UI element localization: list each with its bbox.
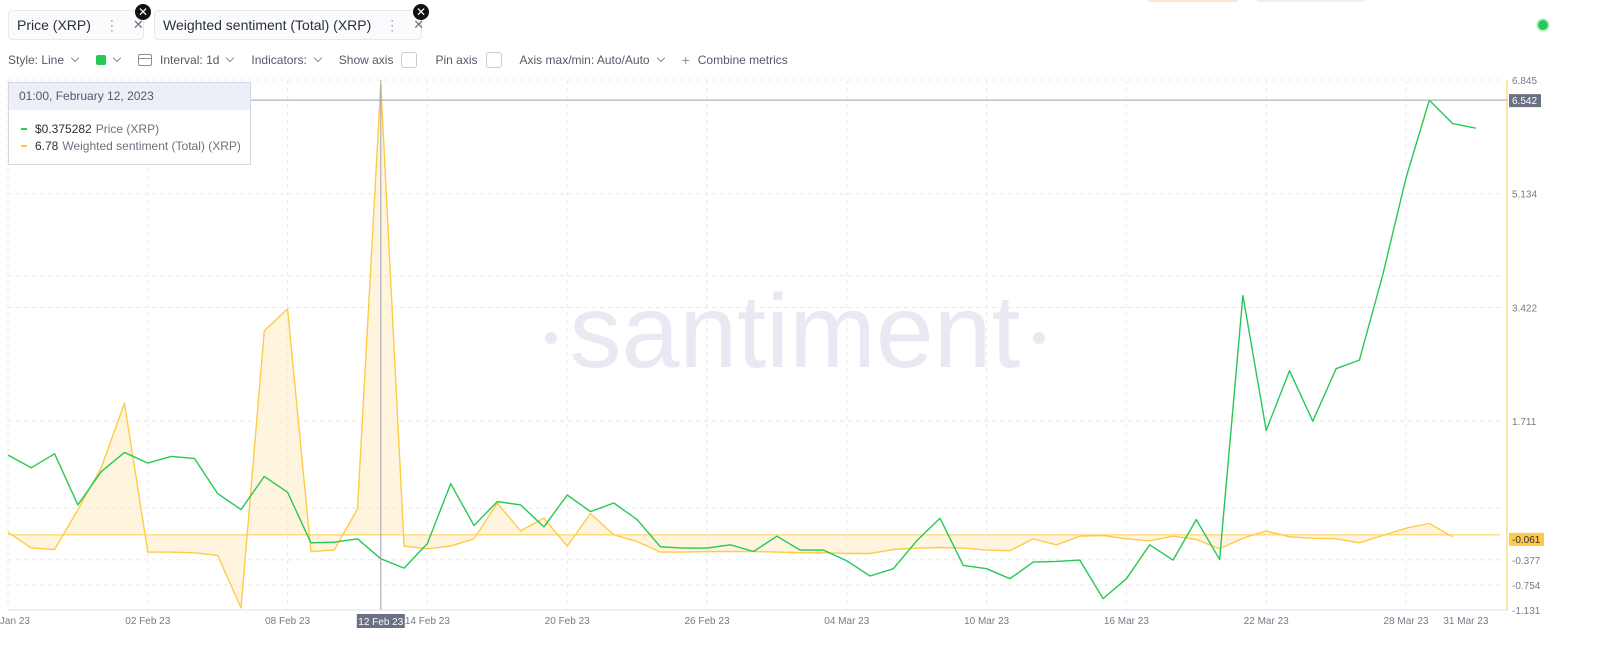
pin-axis-checkbox[interactable] xyxy=(485,52,502,68)
watermark: santiment xyxy=(570,274,1021,390)
more-options-icon[interactable]: ⋮ xyxy=(104,16,119,33)
color-picker[interactable] xyxy=(96,53,122,65)
metric-tab-label: Price (XRP) xyxy=(17,17,91,33)
tooltip-label: Weighted sentiment (Total) (XRP) xyxy=(62,138,241,153)
live-status-dot xyxy=(1538,20,1548,30)
x-tick-label: 31 Mar 23 xyxy=(1443,616,1488,627)
x-tick-label: 28 Mar 23 xyxy=(1383,616,1428,627)
chart-grid xyxy=(7,79,1500,611)
metric-tab-sentiment[interactable]: Weighted sentiment (Total) (XRP) ⋮ ✕ xyxy=(154,10,425,40)
remove-metric-icon[interactable]: ✕ xyxy=(132,17,144,32)
tooltip-date: 01:00, February 12, 2023 xyxy=(9,83,250,110)
crosshair: 12 Feb 23 6.542 xyxy=(8,80,1541,628)
close-icon[interactable]: ✕ xyxy=(135,4,151,20)
x-tick-label: 02 Feb 23 xyxy=(125,616,170,627)
crosshair-date-badge xyxy=(356,614,405,628)
x-tick-label: 20 Feb 23 xyxy=(545,616,590,627)
watermark-dot xyxy=(1033,332,1045,344)
tooltip-label: Price (XRP) xyxy=(95,121,160,136)
tooltip-row-sentiment: 6.78 Weighted sentiment (Total) (XRP) xyxy=(9,137,250,154)
indicators-dropdown[interactable]: Indicators: xyxy=(251,53,323,67)
color-swatch xyxy=(96,55,107,65)
metric-tab-label: Weighted sentiment (Total) (XRP) xyxy=(163,17,372,33)
combine-metrics-button[interactable]: + Combine metrics xyxy=(682,52,788,68)
axis-maxmin-dropdown[interactable]: Axis max/min: Auto/Auto xyxy=(519,53,665,67)
remove-metric-icon[interactable]: ✕ xyxy=(413,17,425,32)
y-tick-label: -1.131 xyxy=(1512,606,1541,617)
show-axis-label: Show axis xyxy=(338,53,394,67)
y-tick-label: -0.754 xyxy=(1512,581,1541,592)
last-value-badge xyxy=(1509,532,1544,546)
y-tick-label: 5.134 xyxy=(1512,190,1537,201)
show-axis-toggle[interactable]: Show axis xyxy=(339,52,418,68)
interval-dropdown[interactable]: Interval: 1d xyxy=(138,53,235,67)
top-ghost-orange xyxy=(1147,0,1239,2)
x-tick-label: 27 Jan 23 xyxy=(0,616,30,627)
series-swatch xyxy=(21,127,27,130)
calendar-icon xyxy=(138,54,153,66)
x-tick-label: 14 Feb 23 xyxy=(405,616,450,627)
pin-axis-label: Pin axis xyxy=(435,53,478,67)
x-tick-label: 08 Feb 23 xyxy=(265,616,310,627)
chart-toolbar: Style: Line Interval: 1d Indicators: Sho… xyxy=(8,50,806,70)
style-dropdown-label: Style: Line xyxy=(8,53,65,67)
last-value-label: -0.061 xyxy=(1512,535,1541,546)
tooltip-value: $0.375282 xyxy=(35,121,92,136)
show-axis-checkbox[interactable] xyxy=(401,52,418,68)
y-tick-label: -0.377 xyxy=(1512,556,1541,567)
x-tick-label: 10 Mar 23 xyxy=(964,616,1009,627)
watermark-dot xyxy=(545,332,557,344)
x-tick-label: 04 Mar 23 xyxy=(824,616,869,627)
chart-tooltip: 01:00, February 12, 2023 $0.375282 Price… xyxy=(8,82,251,165)
style-dropdown[interactable]: Style: Line xyxy=(8,53,80,67)
crosshair-value-label: 6.542 xyxy=(1512,96,1537,107)
interval-dropdown-label: Interval: 1d xyxy=(160,53,220,67)
axis-maxmin-label: Axis max/min: Auto/Auto xyxy=(519,53,650,67)
price-line xyxy=(7,99,1477,600)
pin-axis-toggle[interactable]: Pin axis xyxy=(435,52,502,68)
tooltip-value: 6.78 xyxy=(35,138,59,153)
x-tick-label: 26 Feb 23 xyxy=(684,616,729,627)
series-layer xyxy=(7,83,1500,609)
series-swatch xyxy=(21,144,27,147)
crosshair-date-label: 12 Feb 23 xyxy=(358,617,403,628)
sentiment-area xyxy=(8,84,1453,608)
close-icon[interactable]: ✕ xyxy=(413,4,429,20)
metrics-bar: Price (XRP) ⋮ ✕ ✕ Weighted sentiment (To… xyxy=(0,0,1600,50)
combine-metrics-label: Combine metrics xyxy=(697,53,788,67)
tooltip-row-price: $0.375282 Price (XRP) xyxy=(9,120,250,137)
y-tick-label: 6.845 xyxy=(1512,76,1537,87)
y-tick-label: 1.711 xyxy=(1512,417,1537,428)
more-options-icon[interactable]: ⋮ xyxy=(385,16,400,33)
indicators-dropdown-label: Indicators: xyxy=(251,53,307,67)
top-ghost-grey xyxy=(1256,0,1366,2)
crosshair-value-badge xyxy=(1509,94,1541,108)
metric-tab-price[interactable]: Price (XRP) ⋮ ✕ xyxy=(8,10,144,40)
axes: 27 Jan 23 02 Feb 23 08 Feb 23 14 Feb 23 20 F… xyxy=(0,76,1544,627)
x-tick-label: 22 Mar 23 xyxy=(1244,616,1289,627)
x-tick-label: 16 Mar 23 xyxy=(1104,616,1149,627)
plus-icon: + xyxy=(681,52,690,68)
y-tick-label: 3.422 xyxy=(1512,303,1537,314)
